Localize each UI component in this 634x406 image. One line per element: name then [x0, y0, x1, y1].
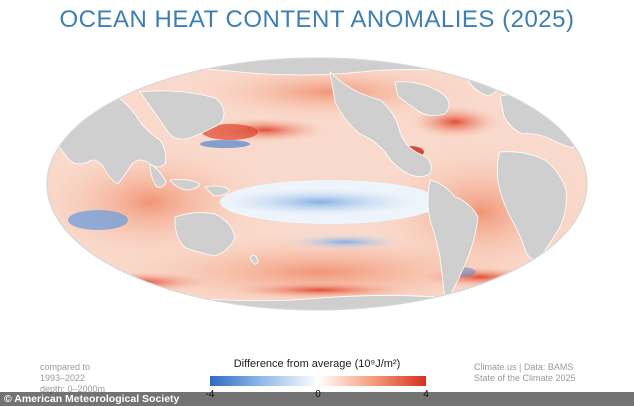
caption-left-line-2: 1993–2022	[40, 373, 86, 383]
copyright-credit: © American Meteorological Society	[4, 393, 180, 405]
caption-right-line-2: State of the Climate 2025	[474, 373, 576, 383]
source-caption: Climate.us | Data: BAMS State of the Cli…	[474, 362, 624, 384]
legend-title: Difference from average (10⁹J/m²)	[233, 358, 401, 370]
ocean-layer	[47, 58, 587, 310]
footer-bar	[0, 392, 634, 406]
legend-color-bar	[210, 376, 426, 386]
caption-left-line-1: compared to	[40, 362, 91, 372]
map-title: OCEAN HEAT CONTENT ANOMALIES (2025)	[59, 6, 575, 33]
baseline-caption: compared to 1993–2022 depth: 0–2000m	[40, 362, 120, 395]
ocean-heat-map-svg	[46, 57, 588, 311]
caption-right-line-1: Climate.us | Data: BAMS	[474, 362, 574, 372]
caption-left-line-3: depth: 0–2000m	[40, 384, 106, 394]
globe-outline	[46, 57, 588, 311]
world-map	[0, 52, 634, 352]
